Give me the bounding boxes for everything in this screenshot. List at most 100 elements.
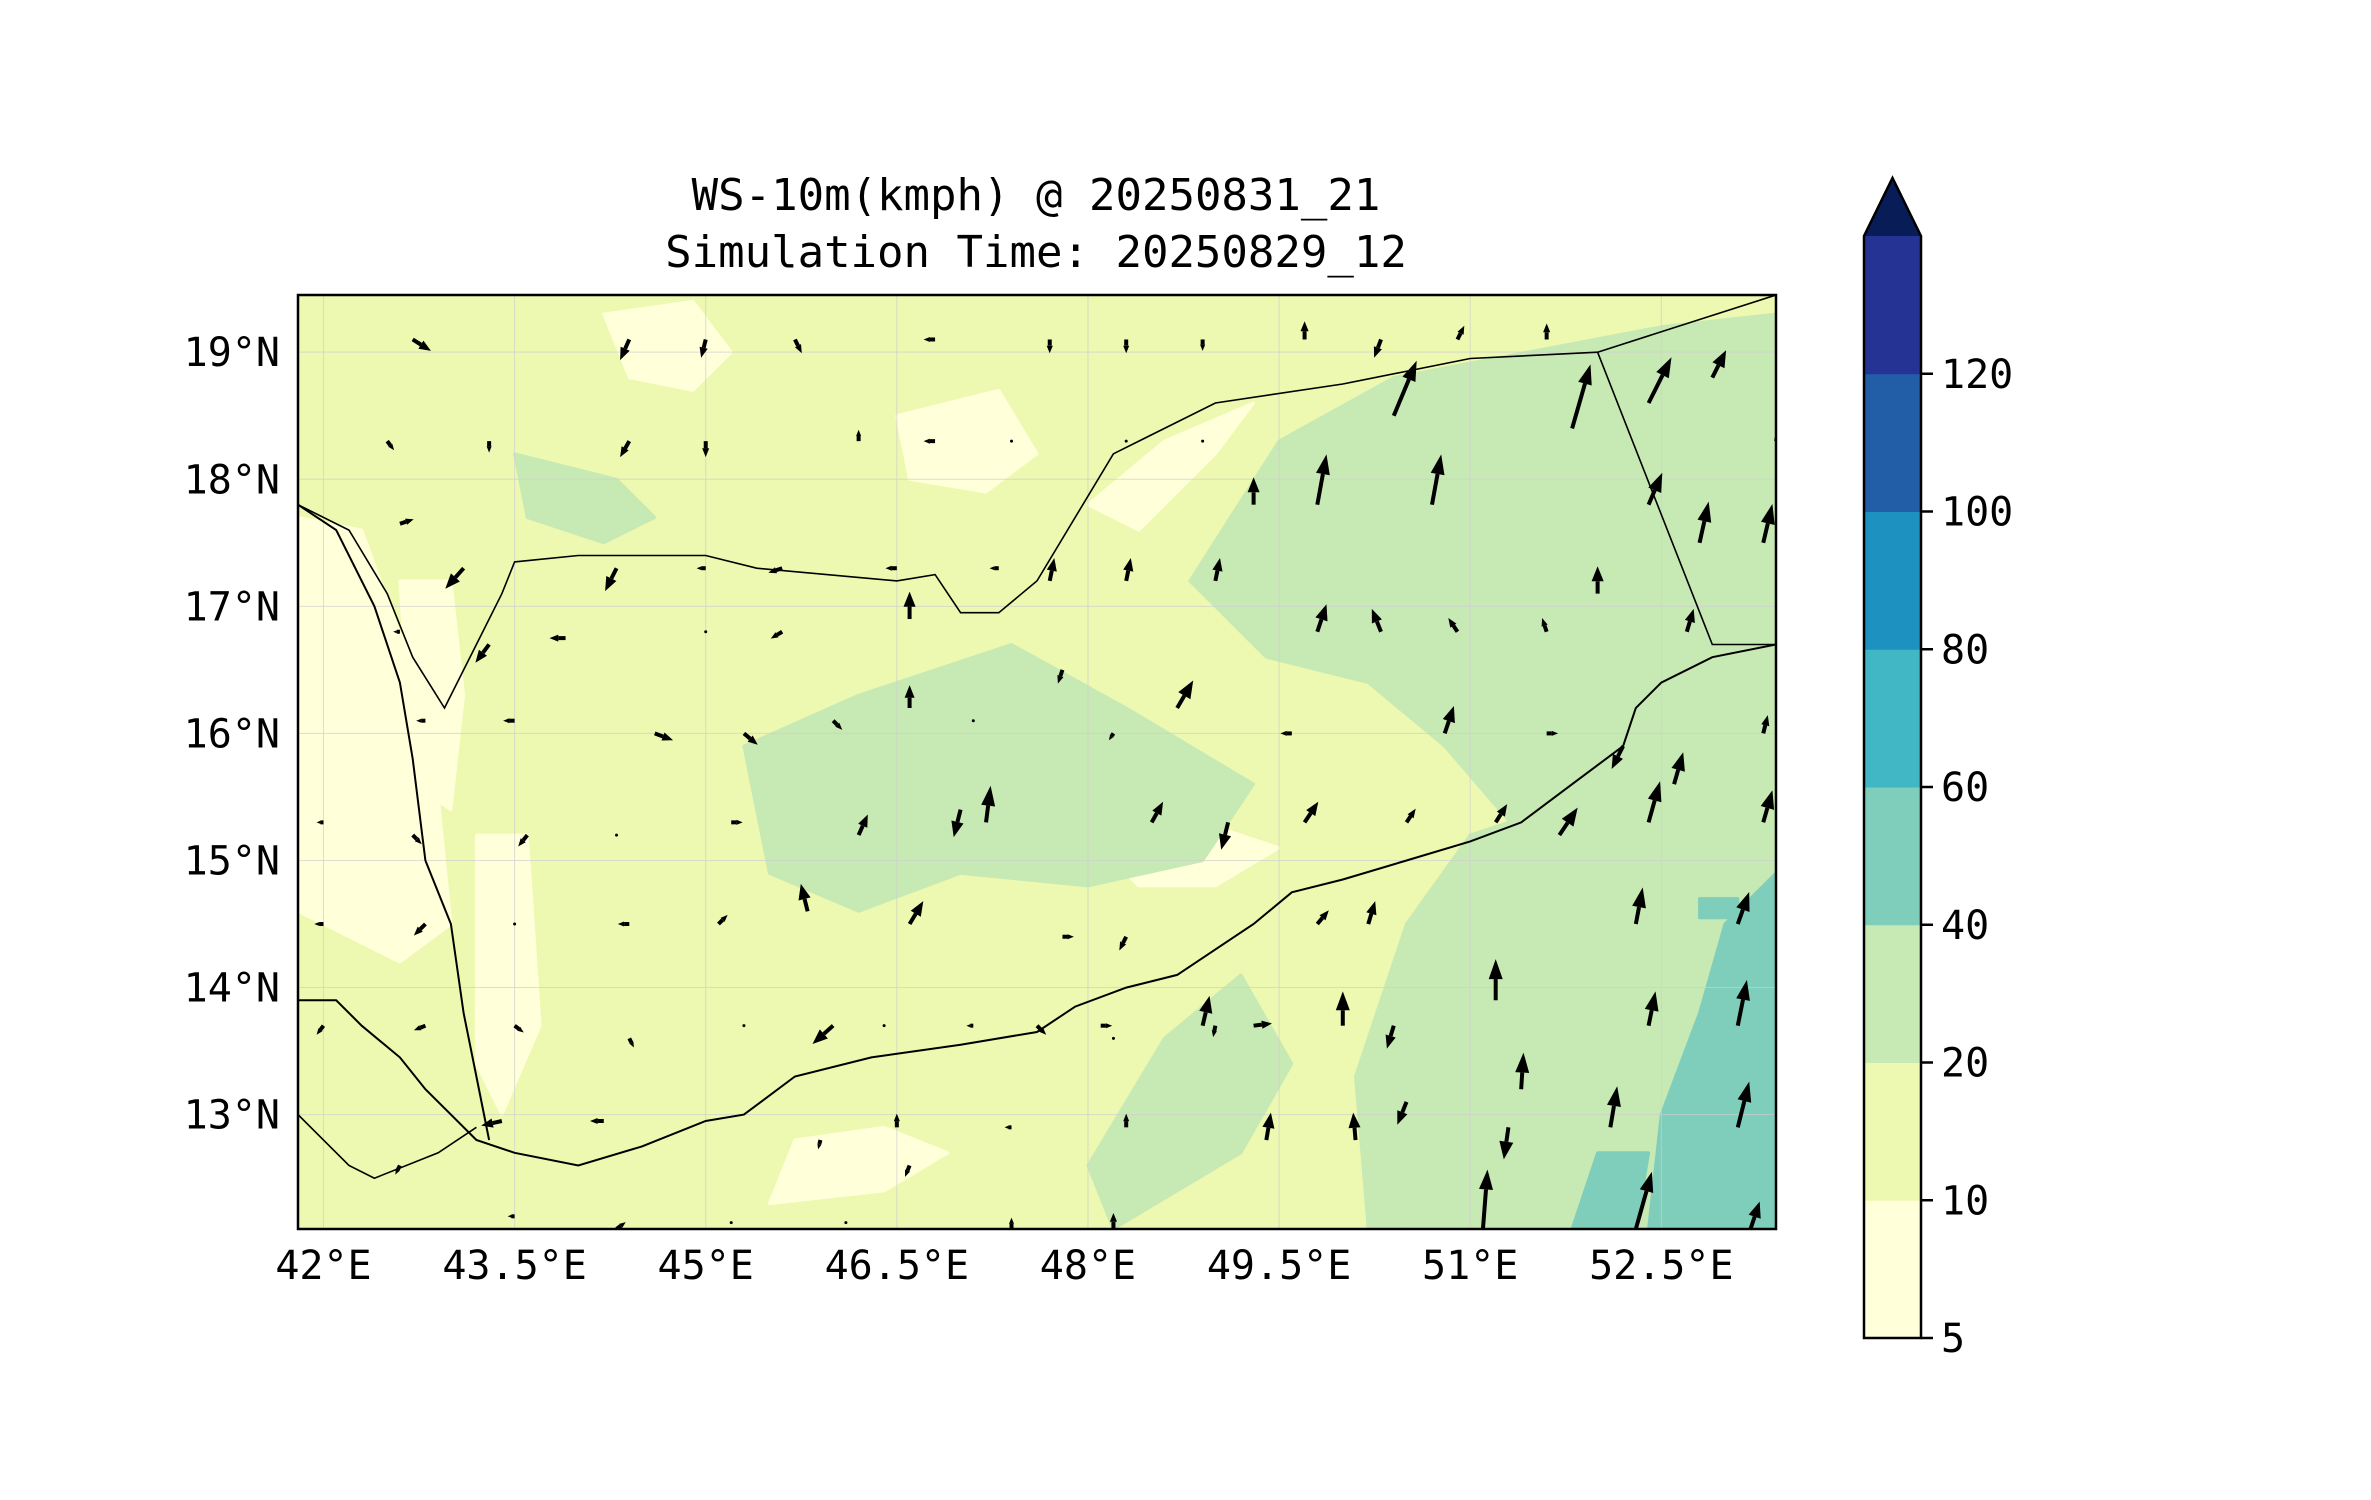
wind-vector-shaft xyxy=(1735,999,1745,1027)
wind-vector-head xyxy=(798,883,811,901)
wind-vector-shaft xyxy=(1542,624,1549,633)
gridlines xyxy=(298,295,1776,1229)
contour-40-60 xyxy=(1698,897,1740,920)
wind-vector xyxy=(1403,1227,1407,1229)
wind-vector xyxy=(1124,439,1128,443)
wind-vector-shaft xyxy=(1646,1009,1654,1027)
wind-vector-shaft xyxy=(1519,1072,1525,1090)
wind-vector-shaft xyxy=(481,643,491,654)
wind-vector-head xyxy=(413,1025,422,1031)
wind-vector xyxy=(1455,325,1465,341)
wind-vector-head xyxy=(1004,1125,1009,1129)
wind-vector xyxy=(1212,558,1223,582)
wind-vector xyxy=(1774,412,1776,442)
wind-vector-head xyxy=(518,838,526,847)
wind-vector-head xyxy=(1105,1023,1113,1029)
wind-vector xyxy=(731,819,743,825)
wind-vector-head xyxy=(923,337,930,342)
wind-vector xyxy=(1430,454,1445,506)
wind-vector xyxy=(316,1024,326,1035)
wind-vector xyxy=(1391,360,1417,417)
wind-vector-head xyxy=(1319,910,1329,921)
wind-vector xyxy=(1760,790,1775,823)
wind-vector xyxy=(620,440,632,458)
wind-vector xyxy=(1488,959,1503,1001)
wind-vector-head xyxy=(1761,503,1775,525)
wind-vector-shaft xyxy=(623,338,632,350)
wind-vector-head xyxy=(1178,680,1194,700)
wind-vector xyxy=(923,438,936,444)
wind-vector-head xyxy=(1123,558,1134,572)
wind-vector-head xyxy=(1684,608,1695,623)
wind-vector xyxy=(1541,618,1549,633)
colorbar-tick-label: 10 xyxy=(1941,1178,1989,1224)
wind-vector-head xyxy=(795,344,802,354)
wind-vector-head xyxy=(1366,901,1377,916)
wind-vector-shaft xyxy=(1710,364,1721,379)
wind-vector-head xyxy=(736,819,743,825)
wind-vector-head xyxy=(619,1222,626,1228)
wind-vector xyxy=(907,901,924,926)
wind-vector-shaft xyxy=(1672,769,1681,785)
wind-vector-head xyxy=(966,1024,971,1028)
wind-vector xyxy=(951,809,964,838)
wind-vector-head xyxy=(904,685,915,698)
wind-vector-shaft xyxy=(1557,821,1570,837)
wind-vector xyxy=(590,1118,604,1124)
wind-vector-shaft xyxy=(1213,570,1220,582)
wind-vector-head xyxy=(1335,991,1350,1011)
wind-vector-head xyxy=(503,718,510,724)
wind-vector-head xyxy=(1448,618,1457,628)
wind-vector-shaft xyxy=(817,1139,823,1145)
wind-vector-head xyxy=(923,438,930,444)
wind-vector-head xyxy=(1611,753,1623,769)
wind-vector-shaft xyxy=(419,1023,427,1030)
wind-vector xyxy=(798,883,811,912)
wind-vector-shaft xyxy=(385,439,392,447)
wind-vector xyxy=(518,833,529,847)
contour-5-10 xyxy=(895,388,1039,494)
wind-vector-shaft xyxy=(1391,378,1411,417)
wind-vector-shaft xyxy=(1748,1216,1757,1229)
wind-vector-head xyxy=(1748,1201,1761,1219)
lon-tick-label: 48°E xyxy=(1040,1243,1136,1289)
wind-vector xyxy=(1499,1127,1514,1160)
colorbar-tick-label: 40 xyxy=(1941,903,1989,949)
wind-vector-head xyxy=(1775,412,1776,414)
wind-vector xyxy=(1100,1023,1113,1029)
wind-vector xyxy=(445,566,466,589)
wind-vector-head xyxy=(1200,344,1206,351)
colorbar-outline xyxy=(1862,175,1923,1340)
wind-vector xyxy=(1697,501,1712,544)
colorbar-extend-arrow xyxy=(1864,178,1921,236)
wind-vector-head xyxy=(835,722,843,730)
wind-vector-head xyxy=(629,1041,634,1048)
wind-vector xyxy=(1735,892,1750,925)
wind-vector-shaft xyxy=(1455,332,1463,341)
wind-vector-head xyxy=(314,922,320,926)
wind-vector-shaft xyxy=(822,1024,835,1036)
wind-vector xyxy=(742,731,758,745)
coastline-red-sea xyxy=(298,503,491,1141)
latitude-axis: 19°N 18°N 17°N 16°N 15°N 14°N 13°N xyxy=(184,330,280,1138)
colorbar-band-10 xyxy=(1864,1062,1921,1201)
wind-vector-head xyxy=(661,732,674,741)
wind-vector xyxy=(817,1139,823,1150)
wind-vector-head xyxy=(1647,781,1662,803)
wind-vector xyxy=(1543,323,1551,340)
wind-vector xyxy=(1149,801,1164,824)
wind-vector-head xyxy=(416,718,422,723)
colorbar-band-80 xyxy=(1864,511,1921,650)
wind-vector-head xyxy=(1397,1110,1408,1125)
wind-vector xyxy=(1479,1169,1493,1229)
wind-vector-head xyxy=(1067,934,1074,940)
lat-tick-label: 17°N xyxy=(184,584,280,630)
wind-vector-head xyxy=(1262,1112,1275,1129)
wind-vector xyxy=(696,566,706,571)
wind-vector-shaft xyxy=(1149,812,1159,824)
wind-vector xyxy=(1735,979,1750,1027)
wind-vector xyxy=(844,1221,848,1225)
wind-vector xyxy=(1327,1228,1331,1229)
colorbar-tick-label: 120 xyxy=(1941,352,2013,398)
